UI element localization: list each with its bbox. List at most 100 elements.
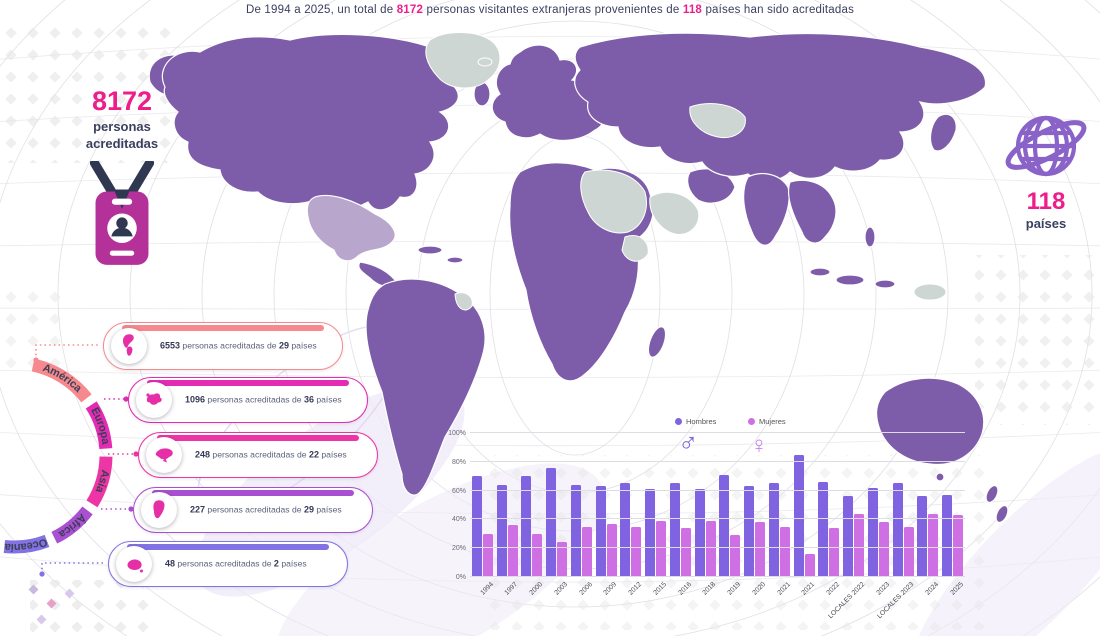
donut-label-africa: África bbox=[56, 511, 89, 540]
continent-card-text: 1096 personas acreditadas de 36 países bbox=[185, 394, 342, 405]
africa-count: 227 bbox=[190, 504, 206, 515]
headline: De 1994 a 2025, un total de 8172 persona… bbox=[0, 4, 1100, 16]
bar-group-2025: 2025 bbox=[940, 433, 965, 597]
bar-hombres-2012 bbox=[620, 483, 631, 577]
bar-group-2021: 2021 bbox=[767, 433, 792, 597]
oceania-icon bbox=[116, 546, 152, 582]
oceania-count: 48 bbox=[165, 558, 176, 569]
bar-hombres-2016 bbox=[669, 483, 680, 577]
hombres-dot bbox=[675, 418, 682, 425]
bar-mujeres-locales-2023 bbox=[903, 526, 914, 577]
bar-group-2012: 2012 bbox=[619, 433, 644, 597]
europa-country-count: 36 bbox=[303, 394, 314, 405]
bar-plot-area: 1994 1997 2000 2003 2006 2009 2012 2015 2016 2018… bbox=[470, 433, 965, 620]
donut-connectors bbox=[35, 344, 136, 574]
bar-hombres-2020 bbox=[744, 486, 755, 577]
y-tick-label: 20% bbox=[451, 545, 466, 553]
bar-group-2019: 2019 bbox=[718, 433, 743, 597]
continent-card-text: 6553 personas acreditadas de 29 países bbox=[160, 340, 317, 351]
gridline bbox=[470, 432, 965, 433]
countries-label: países bbox=[1025, 216, 1067, 231]
bar-group-2009: 2009 bbox=[594, 433, 619, 597]
continent-card-text: 248 personas acreditadas de 22 países bbox=[195, 449, 347, 460]
mexico-highlight bbox=[306, 194, 396, 262]
bar-hombres-2018 bbox=[694, 489, 705, 577]
continent-card-africa: 227 personas acreditadas de 29 países bbox=[133, 487, 373, 533]
asia-country-count: 22 bbox=[308, 449, 319, 460]
nonmember-countries bbox=[425, 32, 947, 311]
svg-text:África: África bbox=[56, 511, 89, 540]
female-symbol-icon: ♀ bbox=[750, 432, 768, 459]
bar-mujeres-2015 bbox=[656, 520, 667, 577]
bar-mujeres-2000 bbox=[532, 533, 543, 577]
bar-group-1997: 1997 bbox=[495, 433, 520, 597]
headline-mid: personas visitantes extranjeras provenie… bbox=[426, 4, 680, 16]
world-map bbox=[148, 32, 1009, 524]
bar-mujeres-2021 bbox=[804, 553, 815, 577]
europa-count: 1096 bbox=[185, 394, 206, 405]
continent-donut: América Europa Asia África Oceanía bbox=[3, 344, 139, 577]
y-tick-label: 60% bbox=[451, 487, 466, 495]
bar-hombres-locales-2022 bbox=[843, 496, 854, 577]
bar-mujeres-2009 bbox=[606, 523, 617, 577]
gridline bbox=[470, 489, 965, 491]
africa-country-count: 29 bbox=[303, 504, 314, 515]
headline-suffix: países han sido acreditadas bbox=[705, 4, 855, 16]
bar-mujeres-2018 bbox=[705, 520, 716, 577]
americas-icon bbox=[111, 328, 147, 364]
headline-total: 8172 bbox=[396, 4, 424, 16]
bar-hombres-2000 bbox=[521, 476, 532, 577]
bar-mujeres-1994 bbox=[482, 533, 493, 577]
donut-label-oceania: Oceanía bbox=[3, 535, 48, 553]
continent-card-text: 48 personas acreditadas de 2 países bbox=[165, 558, 307, 569]
svg-text:Oceanía: Oceanía bbox=[3, 535, 48, 553]
y-tick-label: 40% bbox=[451, 516, 466, 524]
continent-card-text: 227 personas acreditadas de 29 países bbox=[190, 504, 342, 515]
hombres-label: Hombres bbox=[686, 417, 717, 426]
europe-icon bbox=[136, 382, 172, 418]
bar-group-2016: 2016 bbox=[668, 433, 693, 597]
continent-card-oceania: 48 personas acreditadas de 2 países bbox=[108, 541, 348, 587]
bar-hombres-2019 bbox=[719, 474, 730, 577]
bar-mujeres-1997 bbox=[507, 525, 518, 577]
bar-hombres-1994 bbox=[471, 476, 482, 577]
mujeres-label: Mujeres bbox=[759, 417, 786, 426]
legend-hombres: Hombres bbox=[675, 417, 716, 426]
asia-icon bbox=[146, 437, 182, 473]
bar-hombres-2023 bbox=[867, 487, 878, 577]
america-country-count: 29 bbox=[278, 340, 289, 351]
bar-group-locales-2022: LOCALES 2022 bbox=[827, 433, 866, 620]
bar-group-2022: 2022 bbox=[817, 433, 842, 597]
bar-group-2020: 2020 bbox=[742, 433, 767, 597]
bar-mujeres-2022 bbox=[829, 528, 840, 577]
bar-hombres-2015 bbox=[645, 489, 656, 577]
donut-label-america: América bbox=[41, 362, 85, 395]
bar-hombres-1997 bbox=[496, 484, 507, 577]
bar-group-2006: 2006 bbox=[569, 433, 594, 597]
bar-mujeres-2021 bbox=[779, 526, 790, 577]
bar-mujeres-2023 bbox=[878, 522, 889, 577]
mujeres-dot bbox=[748, 418, 755, 425]
male-symbol-icon: ♂ bbox=[678, 428, 699, 458]
oceania-country-count: 2 bbox=[273, 558, 279, 569]
continent-card-europa: 1096 personas acreditadas de 36 países bbox=[128, 377, 368, 423]
bar-group-locales-2023: LOCALES 2023 bbox=[876, 433, 916, 620]
connector-dots bbox=[33, 357, 139, 577]
bar-mujeres-2003 bbox=[557, 542, 568, 577]
bar-mujeres-2006 bbox=[581, 526, 592, 577]
y-tick-label: 100% bbox=[448, 430, 466, 437]
bar-hombres-2006 bbox=[570, 484, 581, 577]
bar-group-2021: 2021 bbox=[792, 433, 817, 597]
bar-hombres-locales-2023 bbox=[892, 483, 903, 577]
bar-mujeres-2012 bbox=[631, 526, 642, 577]
accredited-label-2: acreditadas bbox=[85, 135, 159, 151]
svg-text:América: América bbox=[41, 362, 85, 395]
bar-group-2015: 2015 bbox=[643, 433, 668, 597]
africa-icon bbox=[141, 492, 177, 528]
y-tick-label: 80% bbox=[451, 458, 466, 466]
continent-card-asia: 248 personas acreditadas de 22 países bbox=[138, 432, 378, 478]
bar-group-2018: 2018 bbox=[693, 433, 718, 597]
bar-hombres-2022 bbox=[818, 481, 829, 577]
headline-countries: 118 bbox=[682, 4, 703, 16]
